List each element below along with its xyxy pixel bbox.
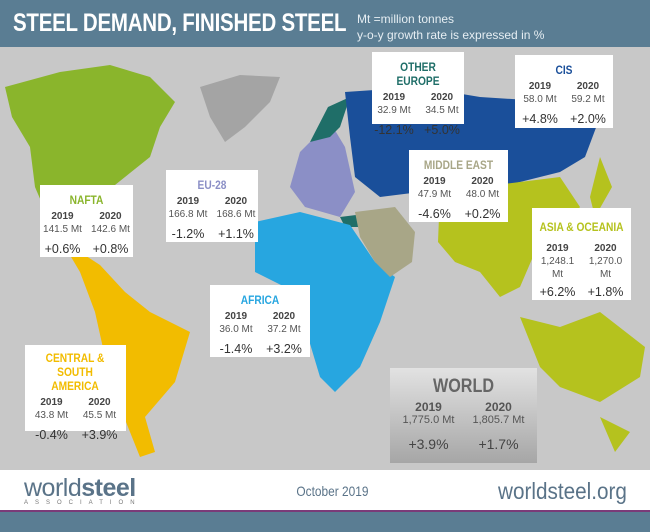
growth-2020: +3.9%: [81, 428, 118, 442]
year-2020: 2020: [430, 92, 454, 103]
continent-other-europe: [310, 97, 380, 227]
year-2020: 2020: [576, 81, 600, 92]
year-2020: 2020: [99, 211, 122, 222]
continent-middle-east: [355, 207, 415, 277]
growth-2020: +0.2%: [464, 207, 501, 221]
demand-2020: 34.5 Mt: [425, 105, 459, 116]
worldsteel-logo: worldsteel ASSOCIATION: [24, 474, 142, 506]
demand-2019: 43.8 Mt: [34, 410, 69, 421]
demand-2019: 1,775.0 Mt: [402, 414, 455, 426]
demand-2019: 47.9 Mt: [417, 189, 452, 200]
region-name: MIDDLE EAST: [423, 158, 494, 172]
continent-greenland: [200, 75, 280, 142]
growth-note-line: y-o-y growth rate is expressed in %: [357, 28, 545, 42]
map-shapes: [5, 65, 645, 457]
growth-2020: +3.2%: [266, 342, 302, 356]
units-note: Mt =million tonnes y-o-y growth rate is …: [357, 11, 544, 43]
year-2019: 2019: [51, 211, 74, 222]
world-title: WORLD: [432, 376, 494, 397]
bottom-bar: [0, 512, 650, 532]
demand-2019: 166.8 Mt: [168, 209, 208, 220]
continent-csa: [62, 227, 190, 457]
growth-2020: +1.8%: [587, 285, 624, 299]
demand-2019: 1,248.1 Mt: [540, 256, 575, 280]
region-box-nafta: NAFTA 2019 2020 141.5 Mt 142.6 Mt +0.6% +0.…: [40, 185, 133, 257]
growth-2019: +3.9%: [408, 436, 449, 452]
logo-word-steel: steel: [81, 474, 136, 502]
growth-2019: +0.6%: [44, 242, 81, 256]
region-name: AFRICA: [240, 293, 280, 307]
demand-2020: 59.2 Mt: [571, 94, 605, 105]
region-box-cis: CIS 2019 2020 58.0 Mt 59.2 Mt +4.8% +2.0%: [515, 55, 613, 128]
year-2019: 2019: [382, 92, 406, 103]
continent-eu28: [290, 122, 355, 217]
growth-2019: -1.2%: [171, 227, 205, 241]
continent-asia: [438, 157, 645, 452]
growth-2019: -1.4%: [219, 342, 253, 356]
year-2019: 2019: [528, 81, 552, 92]
growth-2020: +1.1%: [218, 227, 254, 241]
year-2019: 2019: [176, 196, 200, 207]
year-2020: 2020: [485, 400, 512, 414]
header-bar: STEEL DEMAND, FINISHED STEEL Mt =million…: [0, 0, 650, 47]
region-box-middle-east: MIDDLE EAST 2019 2020 47.9 Mt 48.0 Mt -4.6…: [409, 150, 508, 222]
region-name: NAFTA: [69, 193, 104, 207]
demand-2020: 45.5 Mt: [82, 410, 117, 421]
region-box-other-europe: OTHER EUROPE 2019 2020 32.9 Mt 34.5 Mt -12…: [372, 52, 464, 137]
logo-subtitle: ASSOCIATION: [24, 500, 142, 506]
growth-2020: +2.0%: [570, 112, 606, 126]
demand-2020: 48.0 Mt: [465, 189, 500, 200]
region-box-asia-oceania: ASIA & OCEANIA 2019 2020 1,248.1 Mt 1,270.…: [532, 208, 631, 300]
demand-2019: 141.5 Mt: [43, 224, 82, 235]
growth-2019: -4.6%: [418, 207, 451, 221]
region-box-eu28: EU-28 2019 2020 166.8 Mt 168.6 Mt -1.2% +1.…: [166, 170, 258, 242]
year-2019: 2019: [546, 243, 569, 254]
demand-2019: 32.9 Mt: [377, 105, 411, 116]
logo-word-world: world: [24, 474, 82, 502]
year-2020: 2020: [272, 311, 296, 322]
publication-date: October 2019: [296, 483, 369, 499]
footer: worldsteel ASSOCIATION October 2019 worl…: [0, 470, 650, 512]
growth-2019: +4.8%: [522, 112, 558, 126]
year-2019: 2019: [423, 176, 446, 187]
region-name: CIS: [555, 63, 573, 77]
units-note-line: Mt =million tonnes: [357, 12, 455, 26]
demand-2020: 1,270.0 Mt: [588, 256, 623, 280]
demand-2019: 36.0 Mt: [219, 324, 253, 335]
region-name: EU-28: [197, 178, 227, 192]
region-name: OTHER EUROPE: [396, 60, 440, 88]
year-2020: 2020: [594, 243, 617, 254]
demand-2019: 58.0 Mt: [523, 94, 557, 105]
year-2019: 2019: [224, 311, 248, 322]
region-name: ASIA & OCEANIA: [539, 220, 624, 234]
year-2020: 2020: [471, 176, 494, 187]
demand-2020: 168.6 Mt: [216, 209, 256, 220]
demand-2020: 37.2 Mt: [267, 324, 301, 335]
growth-2020: +1.7%: [478, 436, 519, 452]
growth-2020: +0.8%: [92, 242, 129, 256]
growth-2020: +5.0%: [424, 123, 460, 137]
page-title: STEEL DEMAND, FINISHED STEEL: [13, 9, 347, 37]
world-box: WORLD 2019 2020 1,775.0 Mt 1,805.7 Mt +3.9…: [390, 368, 537, 463]
region-box-central-south-america: CENTRAL & SOUTH AMERICA 2019 2020 43.8 Mt…: [25, 345, 126, 442]
year-2020: 2020: [88, 397, 111, 408]
demand-2020: 142.6 Mt: [91, 224, 130, 235]
year-2020: 2020: [224, 196, 248, 207]
year-2019: 2019: [415, 400, 442, 414]
demand-2020: 1,805.7 Mt: [472, 414, 525, 426]
year-2019: 2019: [40, 397, 63, 408]
growth-2019: -0.4%: [35, 428, 68, 442]
continent-africa: [255, 212, 395, 392]
growth-2019: +6.2%: [539, 285, 576, 299]
growth-2019: -12.1%: [374, 123, 414, 137]
region-box-africa: AFRICA 2019 2020 36.0 Mt 37.2 Mt -1.4% +3.2…: [210, 285, 310, 357]
region-name: CENTRAL & SOUTH AMERICA: [45, 351, 105, 393]
website-url: worldsteel.org: [498, 478, 627, 504]
